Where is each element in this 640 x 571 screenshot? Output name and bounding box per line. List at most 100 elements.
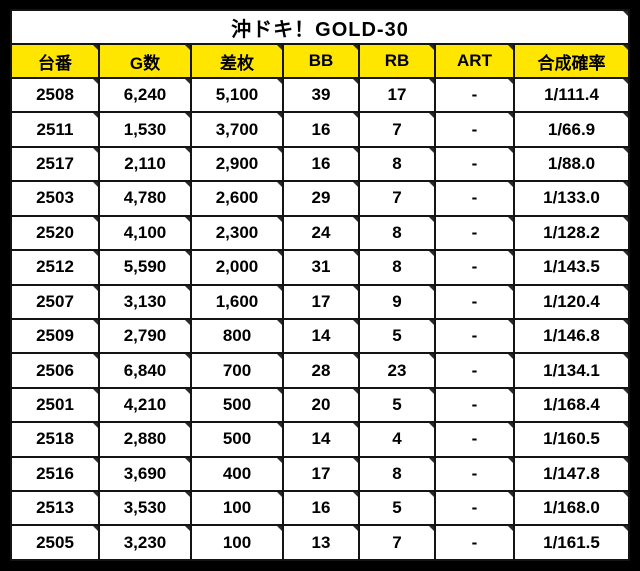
table-cell: 8 <box>358 214 436 252</box>
table-cell: - <box>434 386 515 424</box>
table-row: 2520 4,100 2,300 24 8-1/128.2 <box>10 214 630 252</box>
table-cell: 6,840 <box>98 352 192 389</box>
table-cell: 2,300 <box>190 214 284 252</box>
table-cell: 7 <box>358 111 436 148</box>
table-cell: 1/133.0 <box>513 180 630 217</box>
table-cell: 1/134.1 <box>513 352 630 389</box>
table-cell: 2,790 <box>98 317 192 355</box>
column-header: RB <box>358 43 436 79</box>
table-cell: 5 <box>358 386 436 424</box>
table-cell: - <box>434 490 515 527</box>
table-body: 2508 6,240 5,100 39 17-1/111.4 2511 1,530 3,700… <box>10 76 630 561</box>
table-cell: 8 <box>358 455 436 493</box>
table-cell: 7 <box>358 180 436 217</box>
table-cell: 9 <box>358 283 436 320</box>
table-cell: - <box>434 455 515 493</box>
table-cell: 800 <box>190 317 284 355</box>
table-cell: 700 <box>190 352 284 389</box>
table-cell: 2516 <box>10 455 100 493</box>
table-cell: 2507 <box>10 283 100 320</box>
table-cell: 100 <box>190 524 284 561</box>
table-cell: 3,130 <box>98 283 192 320</box>
table-cell: 5,100 <box>190 76 284 114</box>
table-cell: 1/143.5 <box>513 249 630 286</box>
table-cell: - <box>434 145 515 183</box>
table-row: 2507 3,130 1,600 17 9-1/120.4 <box>10 283 630 320</box>
table-cell: 28 <box>282 352 360 389</box>
table-cell: 23 <box>358 352 436 389</box>
table-cell: 1/88.0 <box>513 145 630 183</box>
table-cell: - <box>434 111 515 148</box>
table-cell: - <box>434 524 515 561</box>
table-cell: 1/128.2 <box>513 214 630 252</box>
table-cell: 14 <box>282 421 360 458</box>
table-cell: - <box>434 421 515 458</box>
table-row: 2517 2,110 2,900 16 8-1/88.0 <box>10 145 630 183</box>
table-cell: 16 <box>282 145 360 183</box>
table-cell: 4,780 <box>98 180 192 217</box>
table-cell: 17 <box>282 283 360 320</box>
table-row: 2509 2,790 800 14 5-1/146.8 <box>10 317 630 355</box>
table-cell: 2,000 <box>190 249 284 286</box>
table-cell: 1/146.8 <box>513 317 630 355</box>
table-cell: 29 <box>282 180 360 217</box>
column-header: ART <box>434 43 515 79</box>
header-row: 台番 G数 差枚 BB RB ART 合成確率 <box>10 43 630 79</box>
table-row: 2506 6,840 700 28 23-1/134.1 <box>10 352 630 389</box>
table-cell: 2,110 <box>98 145 192 183</box>
table-title: 沖ドキ！GOLD-30 <box>10 9 630 45</box>
table-cell: 500 <box>190 386 284 424</box>
table-cell: 2518 <box>10 421 100 458</box>
table-cell: 13 <box>282 524 360 561</box>
table-cell: 1/161.5 <box>513 524 630 561</box>
table-cell: - <box>434 352 515 389</box>
table-cell: 1/168.4 <box>513 386 630 424</box>
table-cell: 17 <box>282 455 360 493</box>
table-cell: 8 <box>358 249 436 286</box>
column-header: BB <box>282 43 360 79</box>
table-cell: 1/111.4 <box>513 76 630 114</box>
table-cell: 1/160.5 <box>513 421 630 458</box>
table-cell: 3,230 <box>98 524 192 561</box>
table-cell: 3,700 <box>190 111 284 148</box>
table-cell: 100 <box>190 490 284 527</box>
table-cell: 2505 <box>10 524 100 561</box>
table-cell: 2,600 <box>190 180 284 217</box>
table-cell: 1,530 <box>98 111 192 148</box>
table-row: 2512 5,590 2,000 31 8-1/143.5 <box>10 249 630 286</box>
table-cell: 2513 <box>10 490 100 527</box>
table-cell: 2509 <box>10 317 100 355</box>
table-row: 2508 6,240 5,100 39 17-1/111.4 <box>10 76 630 114</box>
table-cell: 2508 <box>10 76 100 114</box>
table-cell: 5 <box>358 490 436 527</box>
table-cell: - <box>434 317 515 355</box>
table-cell: 1/120.4 <box>513 283 630 320</box>
table-row: 2505 3,230 100 13 7-1/161.5 <box>10 524 630 561</box>
table-cell: 3,690 <box>98 455 192 493</box>
table-cell: - <box>434 283 515 320</box>
table-cell: 2,900 <box>190 145 284 183</box>
column-header: 差枚 <box>190 43 284 79</box>
table-cell: 2517 <box>10 145 100 183</box>
table-cell: 4 <box>358 421 436 458</box>
table-cell: 2520 <box>10 214 100 252</box>
column-header: 台番 <box>10 43 100 79</box>
table-cell: 500 <box>190 421 284 458</box>
table-cell: 39 <box>282 76 360 114</box>
title-row: 沖ドキ！GOLD-30 <box>10 9 630 45</box>
table-cell: 20 <box>282 386 360 424</box>
table-cell: 400 <box>190 455 284 493</box>
table-row: 2501 4,210 500 20 5-1/168.4 <box>10 386 630 424</box>
table-cell: 2503 <box>10 180 100 217</box>
table-cell: - <box>434 76 515 114</box>
table-cell: 16 <box>282 490 360 527</box>
table-cell: 17 <box>358 76 436 114</box>
table-row: 2511 1,530 3,700 16 7-1/66.9 <box>10 111 630 148</box>
table-cell: 24 <box>282 214 360 252</box>
table-cell: 3,530 <box>98 490 192 527</box>
table-cell: 2501 <box>10 386 100 424</box>
table-cell: 2506 <box>10 352 100 389</box>
table-cell: 1/66.9 <box>513 111 630 148</box>
table-cell: 7 <box>358 524 436 561</box>
table-cell: 2512 <box>10 249 100 286</box>
